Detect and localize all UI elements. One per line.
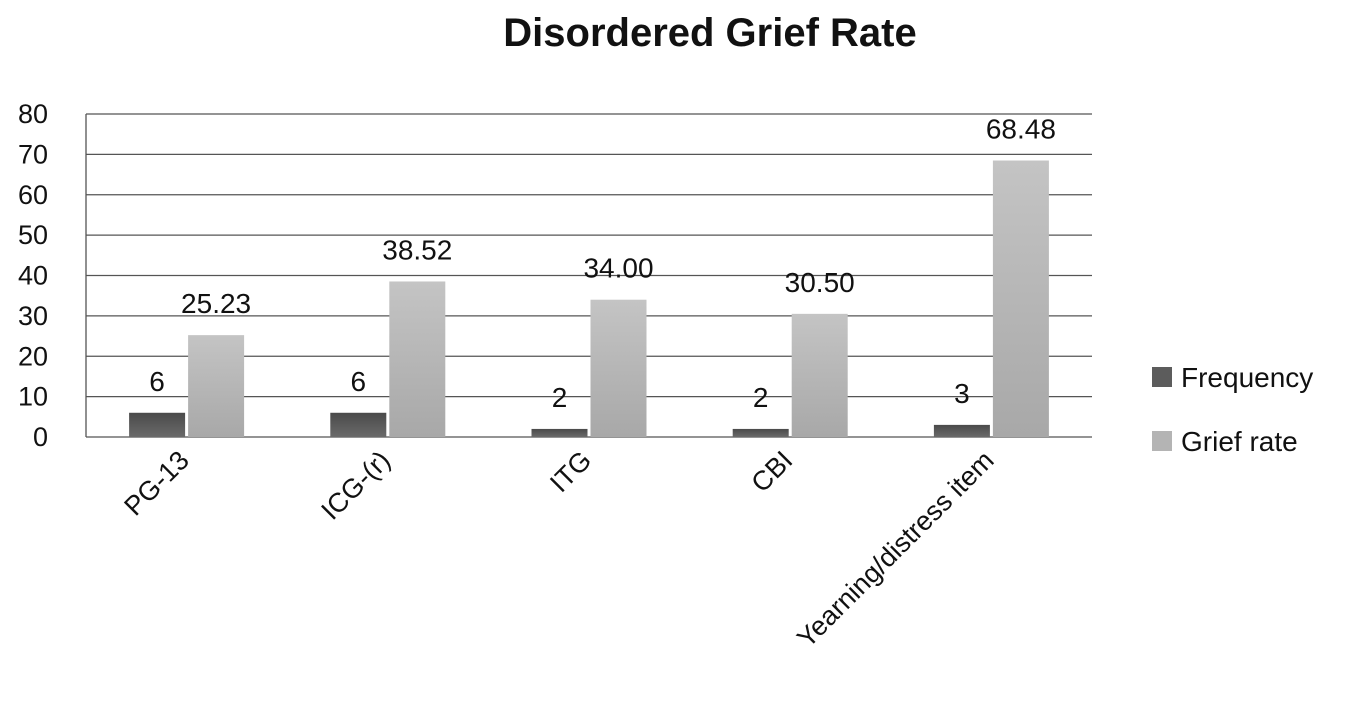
- legend-swatch: [1152, 367, 1172, 387]
- x-tick-label: Yearning/distress item: [791, 445, 999, 653]
- x-tick-label: ITG: [544, 445, 597, 498]
- y-tick-label: 40: [18, 261, 48, 291]
- legend-label: Grief rate: [1181, 426, 1298, 457]
- bar-grief-rate: [992, 160, 1049, 437]
- bar-grief-rate: [188, 335, 245, 437]
- x-tick-label: PG-13: [118, 445, 194, 521]
- bar-grief-rate: [389, 281, 446, 437]
- bar-frequency: [531, 428, 588, 437]
- gridlines: [85, 113, 1092, 438]
- legend-swatch: [1152, 431, 1172, 451]
- legend: Frequency Grief rate: [1152, 362, 1313, 457]
- data-label: 30.50: [785, 267, 855, 298]
- bar-frequency: [330, 412, 387, 437]
- y-tick-label: 50: [18, 220, 48, 250]
- y-axis-ticks: 0 10 20 30 40 50 60 70 80: [18, 99, 48, 452]
- chart-title: Disordered Grief Rate: [503, 11, 916, 55]
- bar-frequency: [933, 424, 990, 437]
- y-tick-label: 30: [18, 301, 48, 331]
- data-label: 25.23: [181, 288, 251, 319]
- y-tick-label: 70: [18, 139, 48, 169]
- y-tick-label: 20: [18, 341, 48, 371]
- x-tick-label: ICG-(r): [315, 445, 396, 526]
- bar-frequency: [129, 412, 186, 437]
- y-tick-label: 0: [33, 422, 48, 452]
- bars: [129, 160, 1049, 437]
- bar-grief-rate: [590, 299, 647, 437]
- y-tick-label: 60: [18, 180, 48, 210]
- data-label: 3: [954, 378, 970, 409]
- data-label: 38.52: [382, 234, 452, 265]
- y-tick-label: 80: [18, 99, 48, 129]
- legend-label: Frequency: [1181, 362, 1313, 393]
- bar-frequency: [732, 428, 789, 437]
- data-label: 2: [552, 382, 568, 413]
- y-tick-label: 10: [18, 382, 48, 412]
- x-tick-label: CBI: [745, 445, 798, 498]
- bar-grief-rate: [791, 313, 848, 437]
- data-label: 6: [351, 366, 367, 397]
- data-label: 6: [149, 366, 165, 397]
- data-label: 34.00: [583, 253, 653, 284]
- data-labels: 6 25.23 6 38.52 2 34.00 2 30.50 3 68.48: [149, 114, 1056, 413]
- data-label: 68.48: [986, 114, 1056, 145]
- data-label: 2: [753, 382, 769, 413]
